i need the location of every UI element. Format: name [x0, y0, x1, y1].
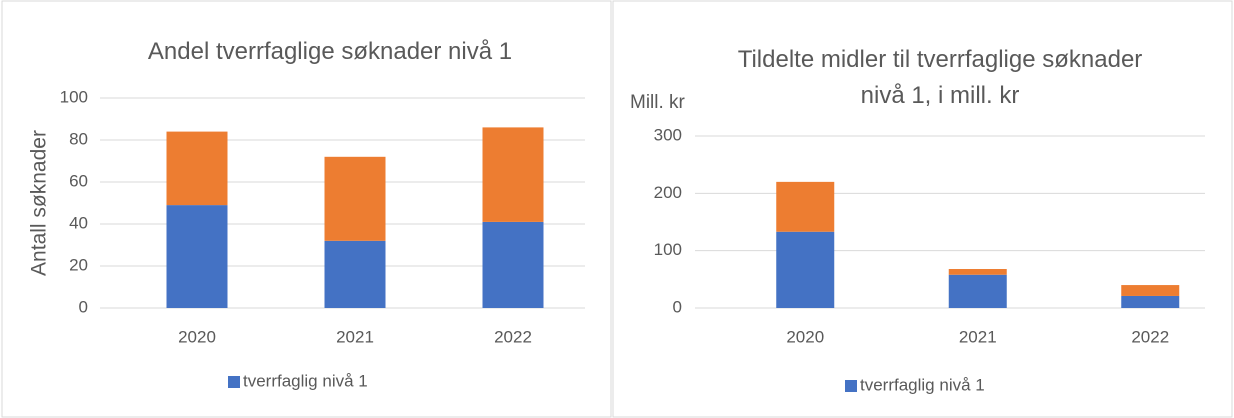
- panel-border: [612, 0, 1233, 418]
- legend-swatch: [845, 380, 857, 392]
- chart-title: Andel tverrfaglige søknader nivå 1: [147, 38, 513, 65]
- legend-label: tverrfaglig nivå 1: [243, 371, 368, 390]
- x-tick-label: 2021: [959, 327, 997, 346]
- x-tick-label: 2020: [178, 327, 216, 346]
- y-tick-label: 200: [654, 183, 682, 202]
- bar: [166, 205, 228, 308]
- bar: [1121, 285, 1180, 296]
- bar: [948, 269, 1007, 275]
- bar: [482, 221, 544, 308]
- bar: [482, 127, 544, 222]
- bar: [166, 131, 228, 206]
- y-tick-label: 100: [654, 240, 682, 259]
- bar: [776, 181, 835, 232]
- y-tick-label: 0: [673, 297, 682, 316]
- bar: [324, 156, 386, 241]
- y-tick-label: 40: [69, 213, 88, 232]
- legend-label: tverrfaglig nivå 1: [860, 375, 985, 394]
- x-tick-label: 2022: [1131, 327, 1169, 346]
- bar: [948, 274, 1007, 308]
- y-axis-label: Mill. kr: [630, 92, 686, 113]
- y-tick-label: 60: [69, 171, 88, 190]
- bar: [1121, 295, 1180, 308]
- bar: [324, 240, 386, 308]
- y-tick-label: 300: [654, 125, 682, 144]
- chart-title: Tildelte midler til tverrfaglige søknade…: [737, 46, 1143, 109]
- x-tick-label: 2021: [336, 327, 374, 346]
- y-tick-label: 100: [60, 87, 88, 106]
- panel-border: [1, 0, 612, 418]
- y-axis-label: Antall søknader: [28, 130, 51, 276]
- bar: [776, 231, 835, 308]
- x-tick-label: 2022: [494, 327, 532, 346]
- x-tick-label: 2020: [786, 327, 824, 346]
- y-tick-label: 20: [69, 255, 88, 274]
- y-tick-label: 0: [79, 297, 88, 316]
- legend-swatch: [228, 376, 240, 388]
- y-tick-label: 80: [69, 129, 88, 148]
